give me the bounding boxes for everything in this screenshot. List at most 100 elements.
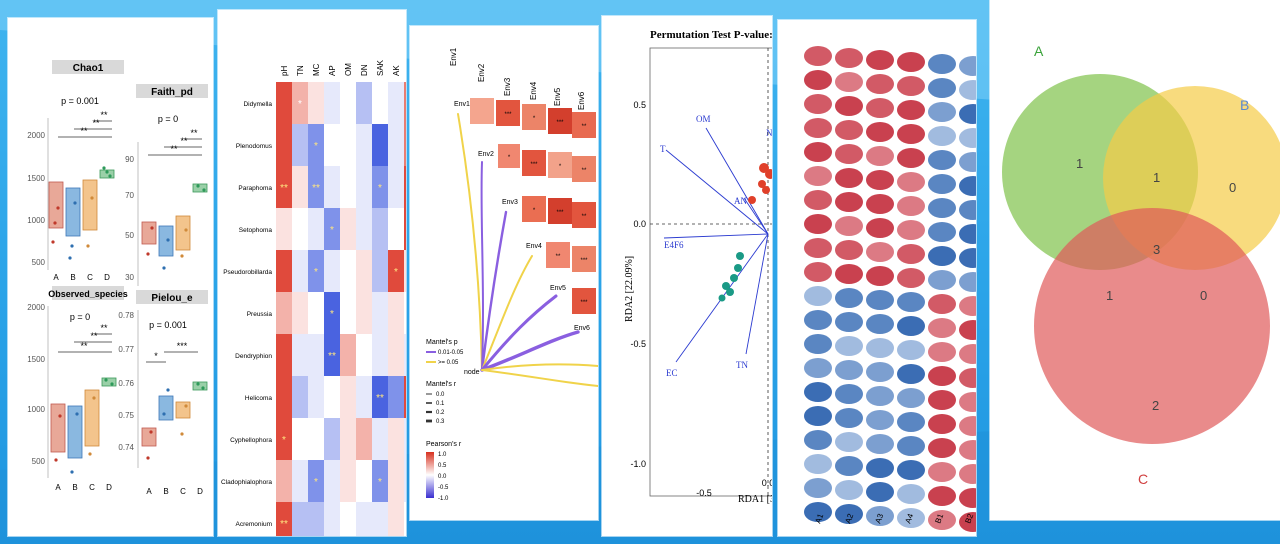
heatmap-cell xyxy=(292,292,308,334)
heatmap-cell xyxy=(388,208,404,250)
venn-label-a: A xyxy=(1034,43,1044,59)
ellipse-cell xyxy=(866,98,894,118)
heatmap-cell xyxy=(388,124,404,166)
ellipse-cell xyxy=(928,438,956,458)
y-tick: 1500 xyxy=(27,355,45,364)
legend-item: 1.0 xyxy=(438,452,447,458)
legend-title: Mantel's p xyxy=(426,339,458,346)
x-label: A1 xyxy=(813,512,825,525)
heatmap-cell xyxy=(276,292,292,334)
mantel-links xyxy=(457,113,598,387)
ellipse-cell xyxy=(928,486,956,506)
node-label: node xyxy=(464,369,480,376)
heatmap-cell xyxy=(340,460,356,502)
heatmap-cell xyxy=(292,502,308,536)
ellipse-cell xyxy=(866,482,894,502)
ellipse-cell xyxy=(928,102,956,122)
heatmap-cell xyxy=(276,208,292,250)
heatmap-cell xyxy=(308,82,324,124)
heatmap-col-label: OM xyxy=(344,63,353,76)
rda-title: Permutation Test P-value: 0.0 xyxy=(650,29,772,41)
x-tick: D xyxy=(106,483,112,492)
ellipse-cell xyxy=(835,360,863,380)
heatmap-cell xyxy=(292,124,308,166)
heatmap-star: * xyxy=(282,435,286,446)
heatmap-cell xyxy=(340,208,356,250)
heatmap-cell xyxy=(404,166,406,208)
panel-venn: A B C 1 1 0 3 1 0 2 xyxy=(990,0,1280,520)
venn-svg: A B C 1 1 0 3 1 0 2 xyxy=(1002,43,1280,487)
y-tick: 0.76 xyxy=(118,379,134,388)
legend-item: 0.3 xyxy=(436,419,445,425)
ellipse-cell xyxy=(928,294,956,314)
boxplot-faith-pd: Faith_pd p = 0 ** ** ** 90 70 50 30 A B … xyxy=(125,84,208,300)
ellipse-cell xyxy=(866,338,894,358)
ellipse-cell xyxy=(959,464,976,484)
heatmap-cell xyxy=(404,124,406,166)
y-tick: 0.77 xyxy=(118,345,134,354)
heatmap-cell xyxy=(356,502,372,536)
heatmap-cell xyxy=(388,334,404,376)
heatmap-cell xyxy=(292,460,308,502)
ellipse-cell xyxy=(866,74,894,94)
ellipse-cell xyxy=(866,314,894,334)
ellipse-cell xyxy=(897,172,925,192)
heatmap-cell xyxy=(308,250,324,292)
x-tick: -0.5 xyxy=(696,488,712,498)
heatmap-cell xyxy=(340,166,356,208)
panel-mantel: Env1 Env2 Env3 Env4 Env5 Env6 *** * * xyxy=(410,26,598,520)
ellipse-cell xyxy=(835,72,863,92)
ellipse-cell xyxy=(897,292,925,312)
heatmap-cell xyxy=(292,82,308,124)
ellipse-cell xyxy=(804,166,832,186)
ellipse-cell xyxy=(866,170,894,190)
heatmap-star: * xyxy=(378,477,382,488)
ellipse-svg: A1 A2 A3 A4 B1 B2 xyxy=(804,46,976,532)
heatmap-cell xyxy=(292,166,308,208)
y-tick: 70 xyxy=(125,191,134,200)
cell-star: ** xyxy=(582,168,587,174)
sig-stars: ** xyxy=(190,128,198,138)
ellipse-cell xyxy=(835,384,863,404)
legend-item: 0.0 xyxy=(438,474,447,480)
legend-item: -1.0 xyxy=(438,496,449,502)
heatmap-cell xyxy=(404,250,406,292)
heatmap-cell xyxy=(388,250,404,292)
heatmap-cell xyxy=(356,376,372,418)
cell-star: *** xyxy=(504,112,512,118)
ellipse-cell xyxy=(959,248,976,268)
heatmap-cell xyxy=(340,502,356,536)
mantel-svg: Env1 Env2 Env3 Env4 Env5 Env6 *** * * xyxy=(426,47,598,502)
ellipse-cell xyxy=(897,388,925,408)
env-label: Env6 xyxy=(577,91,586,110)
ellipse-cell xyxy=(835,432,863,452)
heatmap-cell xyxy=(276,376,292,418)
heatmap-cell xyxy=(340,250,356,292)
env-diag-label: Env3 xyxy=(502,199,518,206)
ellipse-cell xyxy=(959,200,976,220)
heatmap-cell xyxy=(388,502,404,536)
x-tick: D xyxy=(104,273,110,282)
ellipse-cell xyxy=(866,218,894,238)
ellipse-cell xyxy=(804,358,832,378)
heatmap-row-label: Acremonium xyxy=(236,521,272,528)
heatmap-star: ** xyxy=(280,519,288,530)
heatmap-cell xyxy=(324,460,340,502)
panel-boxplots: Chao1 p = 0.001 ** ** ** 2000 1500 1000 … xyxy=(8,18,213,536)
env-diag-label: Env4 xyxy=(526,243,542,250)
ellipse-cell xyxy=(897,124,925,144)
heatmap-cell xyxy=(308,460,324,502)
heatmap-cell xyxy=(308,124,324,166)
heatmap-row-label: Setophoma xyxy=(239,227,273,234)
y-tick: 0.75 xyxy=(118,411,134,420)
heatmap-cell xyxy=(276,334,292,376)
ellipse-cell xyxy=(959,176,976,196)
legend-item: >= 0.05 xyxy=(438,360,459,366)
ellipse-cell xyxy=(959,320,976,340)
cell-star: ** xyxy=(556,254,561,260)
ellipse-cell xyxy=(928,414,956,434)
vector-label: T xyxy=(660,144,666,154)
boxplot-title: Pielou_e xyxy=(151,293,193,304)
heatmap-cell xyxy=(372,82,388,124)
ellipse-cell xyxy=(928,54,956,74)
